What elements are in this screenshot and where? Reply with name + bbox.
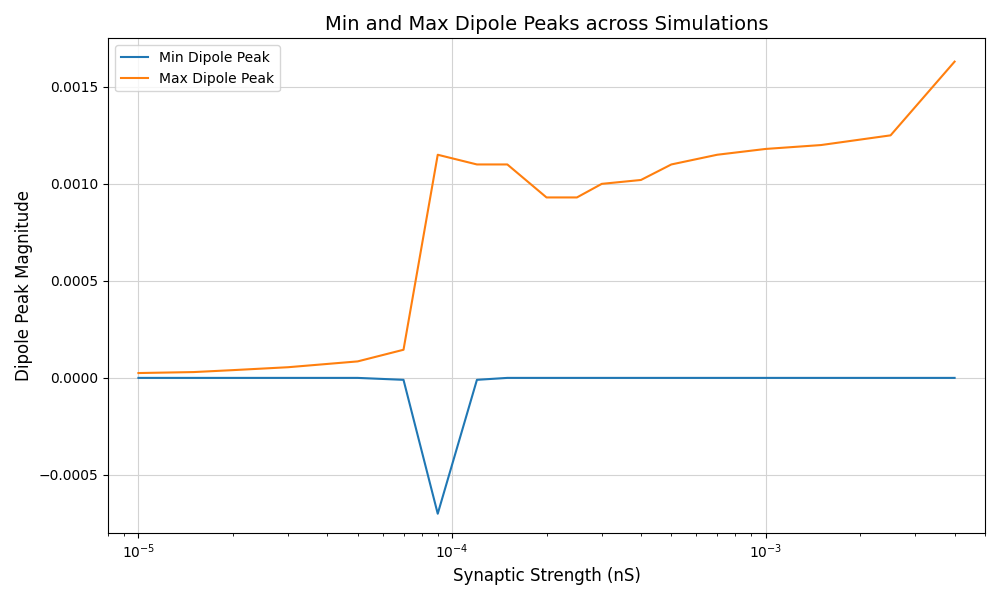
Max Dipole Peak xyxy=(635,176,647,184)
Max Dipole Peak xyxy=(471,161,483,168)
Max Dipole Peak xyxy=(885,132,897,139)
Max Dipole Peak xyxy=(398,346,410,353)
Min Dipole Peak xyxy=(949,374,961,382)
Max Dipole Peak xyxy=(711,151,723,158)
Min Dipole Peak xyxy=(815,374,827,382)
Min Dipole Peak xyxy=(885,374,897,382)
Min Dipole Peak xyxy=(432,510,444,517)
Min Dipole Peak xyxy=(711,374,723,382)
Max Dipole Peak xyxy=(596,180,608,187)
Y-axis label: Dipole Peak Magnitude: Dipole Peak Magnitude xyxy=(15,190,33,381)
Max Dipole Peak xyxy=(501,161,513,168)
Min Dipole Peak xyxy=(282,374,294,382)
Min Dipole Peak xyxy=(571,374,583,382)
Line: Min Dipole Peak: Min Dipole Peak xyxy=(138,378,955,514)
Min Dipole Peak xyxy=(501,374,513,382)
Title: Min and Max Dipole Peaks across Simulations: Min and Max Dipole Peaks across Simulati… xyxy=(325,15,768,34)
Min Dipole Peak xyxy=(188,374,200,382)
Line: Max Dipole Peak: Max Dipole Peak xyxy=(138,62,955,373)
Min Dipole Peak xyxy=(635,374,647,382)
Max Dipole Peak xyxy=(352,358,364,365)
Min Dipole Peak xyxy=(352,374,364,382)
Min Dipole Peak xyxy=(132,374,144,382)
X-axis label: Synaptic Strength (nS): Synaptic Strength (nS) xyxy=(453,567,640,585)
Max Dipole Peak xyxy=(571,194,583,201)
Max Dipole Peak xyxy=(760,145,772,152)
Max Dipole Peak xyxy=(541,194,553,201)
Min Dipole Peak xyxy=(227,374,239,382)
Max Dipole Peak xyxy=(188,368,200,376)
Max Dipole Peak xyxy=(432,151,444,158)
Max Dipole Peak xyxy=(665,161,677,168)
Min Dipole Peak xyxy=(471,376,483,383)
Min Dipole Peak xyxy=(398,376,410,383)
Max Dipole Peak xyxy=(815,142,827,149)
Min Dipole Peak xyxy=(596,374,608,382)
Legend: Min Dipole Peak, Max Dipole Peak: Min Dipole Peak, Max Dipole Peak xyxy=(115,45,280,91)
Max Dipole Peak xyxy=(282,364,294,371)
Min Dipole Peak xyxy=(665,374,677,382)
Max Dipole Peak xyxy=(227,367,239,374)
Max Dipole Peak xyxy=(132,370,144,377)
Min Dipole Peak xyxy=(541,374,553,382)
Min Dipole Peak xyxy=(760,374,772,382)
Max Dipole Peak xyxy=(949,58,961,65)
